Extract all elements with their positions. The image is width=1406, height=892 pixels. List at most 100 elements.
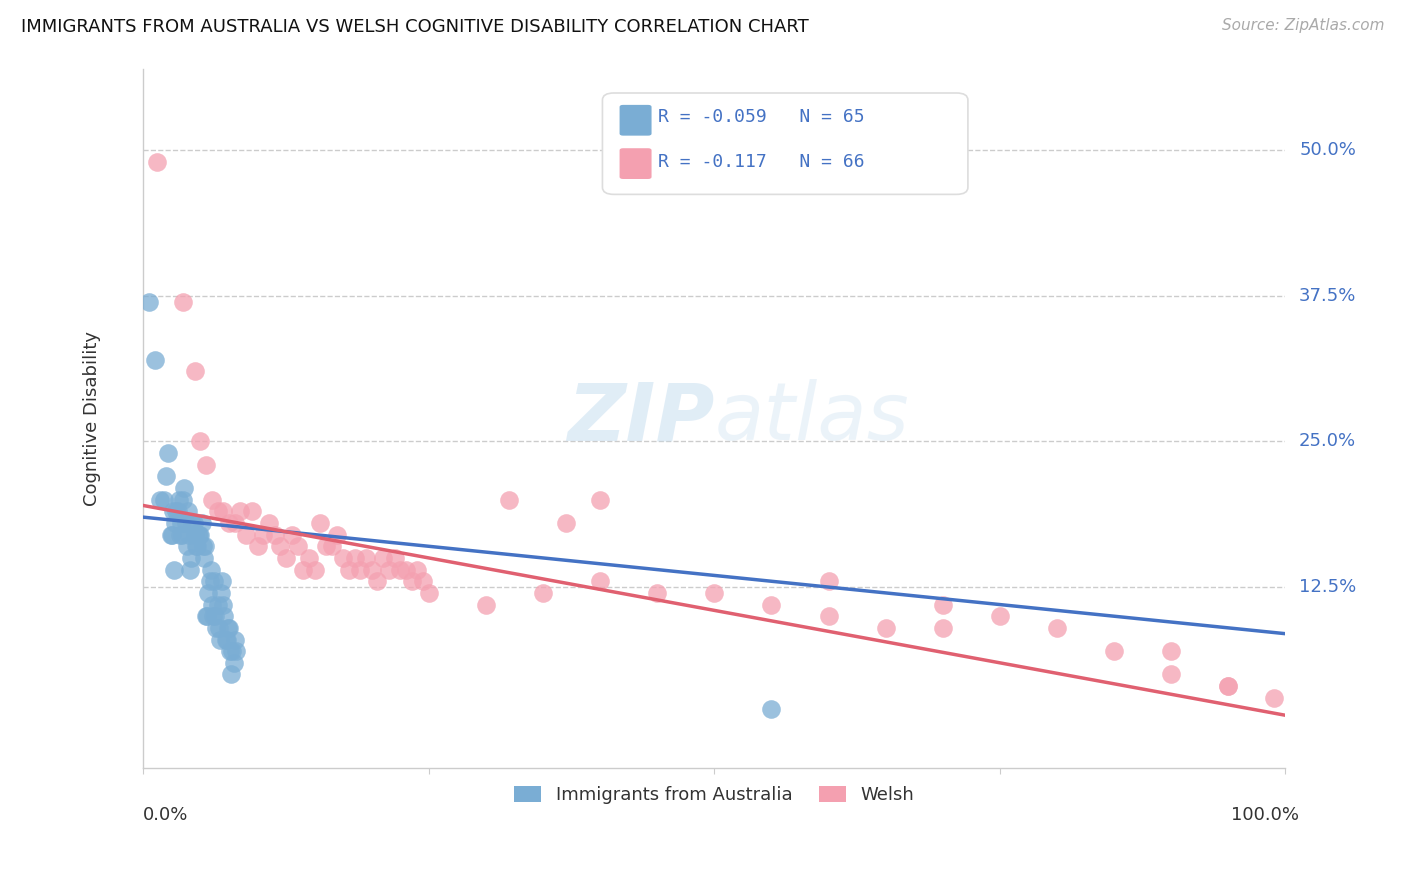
Point: [181, 516, 204, 530]
Point: [197, 586, 219, 600]
Point: [406, 563, 429, 577]
Text: Source: ZipAtlas.com: Source: ZipAtlas.com: [1222, 18, 1385, 33]
Point: [1046, 621, 1069, 635]
Point: [179, 563, 201, 577]
Point: [195, 609, 218, 624]
Text: 37.5%: 37.5%: [1299, 286, 1357, 305]
Point: [349, 563, 371, 577]
Point: [475, 598, 498, 612]
Point: [354, 551, 377, 566]
Point: [159, 527, 181, 541]
Point: [761, 598, 783, 612]
Point: [531, 586, 554, 600]
Point: [395, 563, 418, 577]
Text: R = -0.059   N = 65: R = -0.059 N = 65: [658, 109, 865, 127]
FancyBboxPatch shape: [602, 93, 967, 194]
Point: [498, 492, 520, 507]
Point: [190, 434, 212, 449]
Point: [235, 527, 257, 541]
Text: ZIP: ZIP: [567, 379, 714, 457]
Text: 100.0%: 100.0%: [1232, 806, 1299, 824]
Point: [218, 621, 240, 635]
Point: [217, 621, 239, 635]
Point: [384, 551, 406, 566]
Point: [183, 516, 205, 530]
Point: [366, 574, 388, 589]
Point: [207, 598, 229, 612]
Point: [221, 644, 243, 658]
Point: [155, 469, 177, 483]
Point: [211, 574, 233, 589]
Point: [304, 563, 326, 577]
Point: [418, 586, 440, 600]
Point: [201, 492, 224, 507]
Point: [208, 621, 231, 635]
Point: [389, 563, 412, 577]
Point: [172, 527, 194, 541]
Point: [215, 632, 238, 647]
Point: [645, 586, 668, 600]
Point: [274, 551, 297, 566]
Point: [162, 504, 184, 518]
Point: [188, 527, 211, 541]
Point: [165, 516, 187, 530]
Point: [1218, 679, 1240, 693]
Point: [332, 551, 354, 566]
Point: [212, 598, 235, 612]
Point: [219, 644, 242, 658]
Point: [212, 504, 235, 518]
Point: [174, 516, 197, 530]
Point: [1160, 667, 1182, 681]
Point: [412, 574, 434, 589]
Point: [176, 539, 198, 553]
Point: [337, 563, 360, 577]
Point: [1102, 644, 1125, 658]
Point: [207, 504, 229, 518]
Point: [326, 527, 349, 541]
Point: [309, 516, 332, 530]
Point: [222, 656, 245, 670]
Point: [195, 609, 218, 624]
Point: [589, 492, 612, 507]
Point: [589, 574, 612, 589]
Point: [281, 527, 304, 541]
Point: [703, 586, 725, 600]
Legend: Immigrants from Australia, Welsh: Immigrants from Australia, Welsh: [508, 779, 922, 811]
Point: [219, 667, 242, 681]
Point: [214, 632, 236, 647]
Point: [257, 516, 280, 530]
Point: [1263, 690, 1285, 705]
Point: [817, 609, 839, 624]
Point: [198, 574, 221, 589]
Point: [153, 492, 176, 507]
Text: IMMIGRANTS FROM AUSTRALIA VS WELSH COGNITIVE DISABILITY CORRELATION CHART: IMMIGRANTS FROM AUSTRALIA VS WELSH COGNI…: [21, 18, 808, 36]
Point: [315, 539, 337, 553]
Point: [875, 621, 897, 635]
Point: [172, 492, 194, 507]
Point: [225, 644, 247, 658]
Point: [373, 551, 395, 566]
Point: [194, 539, 217, 553]
Point: [186, 539, 208, 553]
Text: 12.5%: 12.5%: [1299, 578, 1357, 596]
Text: atlas: atlas: [714, 379, 910, 457]
Point: [157, 446, 180, 460]
Point: [170, 516, 193, 530]
Point: [252, 527, 274, 541]
Point: [200, 563, 222, 577]
Text: Cognitive Disability: Cognitive Disability: [83, 331, 101, 506]
Point: [167, 492, 190, 507]
Point: [554, 516, 576, 530]
Point: [246, 539, 269, 553]
Point: [229, 504, 252, 518]
Point: [263, 527, 285, 541]
Point: [401, 574, 423, 589]
Point: [190, 527, 212, 541]
Point: [166, 504, 188, 518]
Point: [932, 598, 955, 612]
Text: 50.0%: 50.0%: [1299, 141, 1355, 159]
Point: [172, 294, 194, 309]
Point: [177, 527, 200, 541]
Point: [149, 492, 172, 507]
Point: [195, 458, 218, 472]
